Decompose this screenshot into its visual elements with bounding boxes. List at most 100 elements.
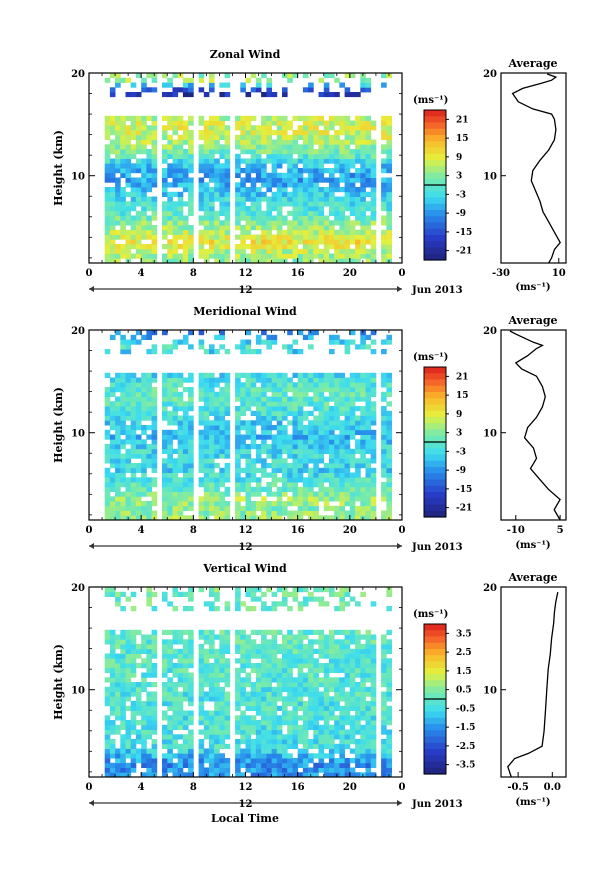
vertical-heatmap-cell [245,753,252,759]
zonal-heatmap-cell [386,229,392,235]
zonal-heatmap-cell [209,115,215,121]
zonal-heatmap-cell [141,220,147,226]
zonal-heatmap-cell [151,248,158,254]
vertical-heatmap-cell [235,701,241,707]
meridional-heatmap-cell [224,406,231,412]
meridional-heatmap-cell [349,501,356,507]
meridional-heatmap-cell [255,387,262,393]
vertical-heatmap-cell [365,762,372,768]
zonal-heatmap-cell [255,225,262,231]
vertical-heatmap-cell [151,762,158,768]
meridional-heatmap-cell [162,377,168,383]
meridional-heatmap-cell [109,439,116,445]
zonal-heatmap-cell [308,172,314,178]
meridional-heatmap-cell [162,515,168,521]
vertical-heatmap-cell [318,753,325,759]
vertical-heatmap-cell [313,686,319,692]
meridional-heatmap-cell [313,396,319,402]
vertical-heatmap-cell [386,686,392,692]
meridional-heatmap-cell [349,472,356,478]
vertical-heatmap-cell [318,648,325,654]
vertical-heatmap-cell [198,686,205,692]
zonal-heatmap-cell [250,206,257,212]
meridional-heatmap-cell [240,453,246,459]
meridional-heatmap-cell [370,491,377,497]
vertical-heatmap-cell [188,606,194,612]
vertical-heatmap-cell [271,606,278,612]
meridional-heatmap-cell [203,429,210,435]
meridional-heatmap-cell [188,515,194,521]
vertical-heatmap-cell [349,767,356,773]
vertical-heatmap-cell [355,667,361,673]
zonal-heatmap-cell [302,115,309,121]
zonal-heatmap-cell [302,248,309,254]
vertical-heatmap-cell [339,629,345,635]
zonal-heatmap-cell [209,187,215,193]
zonal-heatmap-cell [292,196,299,202]
zonal-colorbar-tick-label: -9 [456,209,466,219]
vertical-heatmap-cell [115,639,121,645]
zonal-heatmap-cell [125,158,132,164]
vertical-heatmap-cell [125,682,132,688]
zonal-heatmap-cell [297,130,304,136]
meridional-heatmap-cell [141,472,147,478]
vertical-heatmap-cell [287,720,293,726]
vertical-heatmap-cell [203,653,210,659]
meridional-heatmap-cell [182,467,189,473]
vertical-heatmap-cell [182,606,189,612]
vertical-colorbar-segment [424,717,446,725]
zonal-heatmap-cell [203,215,210,221]
vertical-heatmap-cell [188,663,194,669]
meridional-heatmap-cell [381,467,387,473]
zonal-heatmap-cell [276,206,283,212]
vertical-heatmap-cell [329,748,335,754]
vertical-heatmap-cell [235,648,241,654]
zonal-heatmap-cell [115,120,121,126]
vertical-heatmap-cell [292,686,299,692]
vertical-heatmap-cell [261,639,267,645]
meridional-heatmap-cell [177,496,184,502]
meridional-heatmap-cell [308,387,314,393]
vertical-heatmap-cell [224,710,231,716]
zonal-heatmap-cell [182,153,189,159]
vertical-heatmap-cell [308,653,314,659]
zonal-heatmap-cell [115,206,121,212]
meridional-heatmap-cell [141,372,147,378]
meridional-heatmap-cell [162,482,168,488]
meridional-heatmap-cell [276,439,283,445]
meridional-heatmap-cell [297,391,304,397]
meridional-heatmap-cell [339,434,345,440]
vertical-heatmap-cell [224,672,231,678]
zonal-heatmap-cell [355,258,361,264]
meridional-heatmap-cell [109,515,116,521]
vertical-heatmap-cell [182,748,189,754]
zonal-heatmap-cell [329,149,335,155]
vertical-heatmap-cell [203,758,210,764]
meridional-x-tick-label: 16 [291,525,305,536]
zonal-heatmap-cell [135,225,142,231]
meridional-heatmap-cell [203,472,210,478]
meridional-heatmap-cell [146,463,152,469]
vertical-heatmap-cell [297,658,304,664]
zonal-heatmap-cell [167,115,173,121]
vertical-colorbar-tick-label: -0.5 [456,704,475,714]
zonal-heatmap-cell [182,92,189,98]
meridional-heatmap-cell [386,501,392,507]
meridional-heatmap-cell [386,463,392,469]
zonal-heatmap-cell [370,168,377,174]
vertical-heatmap-cell [167,644,173,650]
zonal-heatmap-cell [386,182,392,188]
meridional-heatmap-cell [266,406,272,412]
zonal-heatmap-cell [282,87,288,93]
zonal-heatmap-cell [177,144,184,150]
meridional-heatmap-cell [104,505,111,511]
zonal-heatmap-cell [287,182,293,188]
zonal-colorbar-segment [424,153,446,161]
zonal-heatmap-cell [297,149,304,155]
vertical-heatmap-cell [224,691,231,697]
zonal-colorbar-segment [424,141,446,149]
meridional-heatmap-cell [240,434,246,440]
vertical-heatmap-cell [198,587,205,593]
vertical-heatmap-cell [172,762,179,768]
meridional-heatmap-cell [323,448,330,454]
